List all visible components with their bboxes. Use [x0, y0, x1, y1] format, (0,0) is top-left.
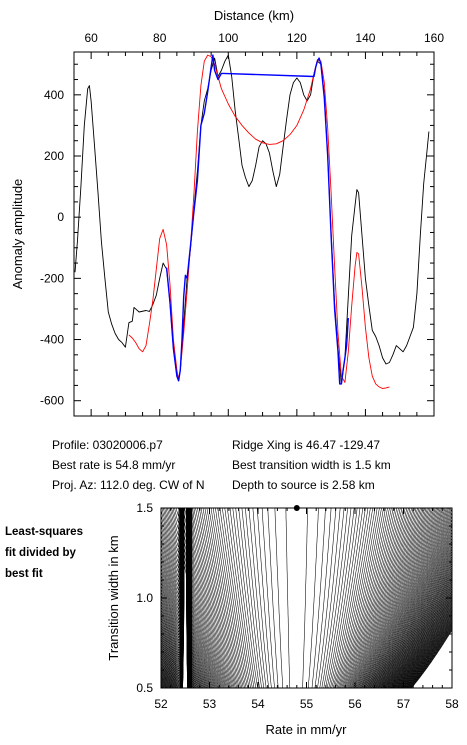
- side-note-line-2: fit divided by: [5, 547, 77, 559]
- contour-level: [195, 508, 398, 688]
- profile-plot-frame: [73, 51, 435, 417]
- profile-x-tick-label: 80: [153, 31, 167, 45]
- profile-y-tick-label: -400: [40, 333, 64, 347]
- profile-y-axis-label: Anomaly amplitude: [10, 179, 25, 290]
- contour-y-tick-label: 0.5: [136, 681, 153, 695]
- contour-level: [190, 508, 409, 688]
- contour-y-tick-label: 1.5: [136, 501, 153, 515]
- profile-y-tick-label: 200: [44, 149, 64, 163]
- profile-y-tick-label: 400: [44, 88, 64, 102]
- contour-y-axis-label: Transition width in km: [106, 535, 121, 660]
- contour-level: [252, 508, 341, 688]
- contour-level: [191, 508, 403, 688]
- contour-level: [200, 508, 392, 688]
- contour-level: [212, 508, 380, 688]
- profile-y-tick-label: 0: [57, 210, 64, 224]
- contour-level: [217, 508, 376, 688]
- contour-x-axis-label: Rate in mm/yr: [266, 722, 348, 737]
- profile-x-tick-label: 160: [424, 31, 444, 45]
- profile-chart: 60 80 100 120 140 160 -600 -400 -200 0 200 400 Dist…: [10, 8, 444, 417]
- contour-chart: 52 53 54 55 56 57 58 0.5 1.0 1.5 Rate in mm/yr Tr…: [106, 501, 459, 737]
- side-note-line-3: best fit: [5, 568, 43, 580]
- profile-x-tick-label: 140: [355, 31, 375, 45]
- ridge-crossing: Ridge Xing is 46.47 -129.47: [232, 438, 380, 452]
- profile-x-tick-label: 100: [218, 31, 238, 45]
- contour-level: [261, 508, 332, 688]
- contour-level: [285, 508, 308, 688]
- side-note-line-1: Least-squares: [5, 526, 83, 538]
- contour-level: [189, 508, 412, 688]
- profile-series: [74, 54, 430, 389]
- best-rate: Best rate is 54.8 mm/yr: [52, 458, 175, 472]
- best-fit-marker: [293, 505, 300, 511]
- profile-y-tick-label: -600: [40, 394, 64, 408]
- contour-y-tick-label: 1.0: [136, 591, 153, 605]
- contour-x-tick-label: 52: [154, 697, 168, 711]
- contour-level: [241, 508, 352, 688]
- contour-level: [208, 508, 384, 688]
- side-note: Least-squares fit divided by best fit: [5, 526, 83, 580]
- profile-x-tick-label: 60: [84, 31, 98, 45]
- contour-level: [238, 508, 355, 688]
- contour-level: [197, 508, 396, 688]
- contour-level: [227, 508, 366, 688]
- profile-y-tick-label: -200: [40, 271, 64, 285]
- contour-level: [256, 508, 337, 688]
- contour-level: [235, 508, 358, 688]
- contour-x-tick-label: 57: [397, 697, 411, 711]
- profile-x-tick-label: 120: [287, 31, 307, 45]
- contour-level: [215, 508, 378, 688]
- contour-level: [274, 508, 319, 688]
- contour-x-tick-label: 56: [348, 697, 362, 711]
- contour-ticks: [160, 507, 453, 689]
- profile-x-axis-label: Distance (km): [214, 8, 294, 23]
- profile-id: Profile: 03020006.p7: [52, 438, 163, 452]
- contour-level: [202, 508, 390, 688]
- contour-x-tick-label: 54: [251, 697, 265, 711]
- observed-profile-line: [74, 54, 430, 385]
- contour-x-tick-label: 53: [203, 697, 217, 711]
- projection-azimuth: Proj. Az: 112.0 deg. CW of N: [52, 478, 205, 492]
- contour-level: [182, 565, 452, 688]
- contour-x-tick-label: 58: [445, 697, 459, 711]
- fit-window-line: [165, 54, 349, 385]
- contour-level: [245, 508, 348, 688]
- contour-level: [229, 508, 364, 688]
- info-block: Profile: 03020006.p7 Best rate is 54.8 m…: [52, 438, 391, 492]
- depth-to-source: Depth to source is 2.58 km: [232, 478, 375, 492]
- contour-x-tick-label: 55: [300, 697, 314, 711]
- contour-level: [206, 508, 386, 688]
- best-transition-width: Best transition width is 1.5 km: [232, 458, 391, 472]
- contour-level: [210, 508, 382, 688]
- contour-level: [191, 508, 406, 688]
- contour-level: [219, 508, 373, 688]
- contour-level: [193, 508, 399, 688]
- contour-level: [224, 508, 369, 688]
- contour-level: [189, 508, 414, 688]
- contour-lines: [161, 508, 452, 688]
- contour-level: [267, 508, 326, 688]
- profile-tick-labels: 60 80 100 120 140 160 -600 -400 -200 0 200 400: [40, 31, 444, 408]
- contour-level: [198, 508, 394, 688]
- profile-ticks: [73, 52, 435, 417]
- contour-level: [248, 508, 345, 688]
- contour-tick-labels: 52 53 54 55 56 57 58 0.5 1.0 1.5: [136, 501, 459, 711]
- contour-level: [204, 508, 388, 688]
- contour-level: [191, 508, 404, 688]
- contour-level: [232, 508, 361, 688]
- model-profile-line: [128, 54, 390, 389]
